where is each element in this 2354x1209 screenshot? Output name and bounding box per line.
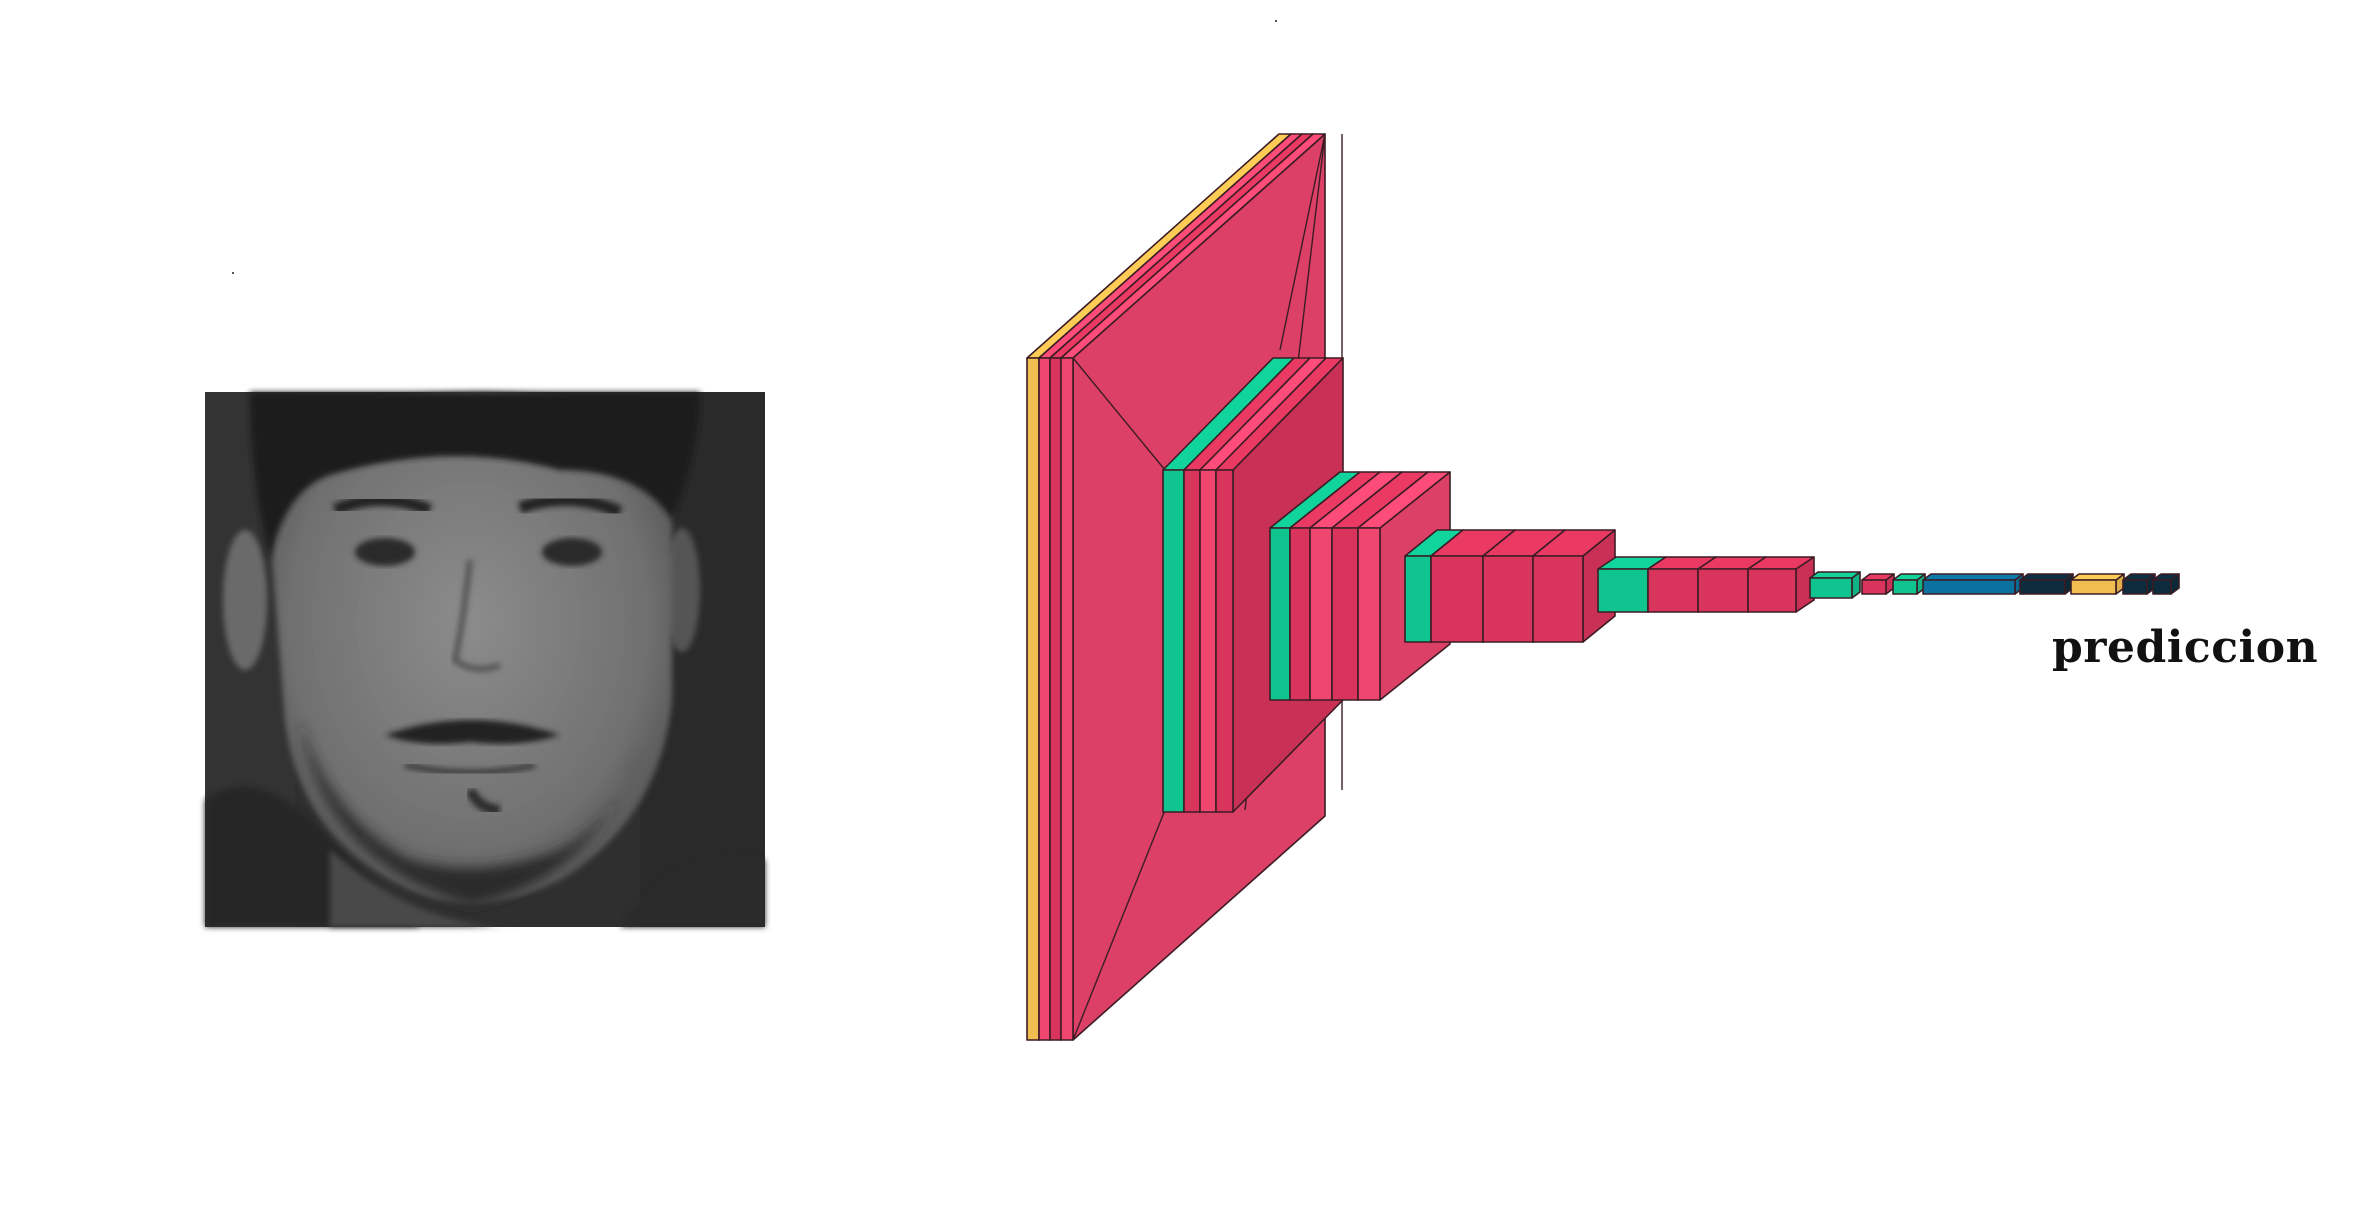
layer-conv-13: [1532, 529, 1616, 643]
layer-conv-16: [1747, 556, 1815, 613]
layer-dense-1: [1922, 573, 2024, 595]
layer-dense-2: [2019, 573, 2074, 595]
layer-output: [2152, 573, 2180, 595]
layer-bn-5: [1809, 571, 1861, 599]
network-layers: [1026, 133, 2180, 1041]
input-face-image: [205, 392, 765, 928]
layer-conv-17: [1861, 573, 1895, 595]
stray-dot-1: [232, 272, 234, 274]
stray-dot-2: [1275, 20, 1277, 22]
layer-bn-6: [1892, 573, 1926, 595]
layer-dense-3: [2122, 573, 2156, 595]
prediction-label: prediccion: [2052, 622, 2319, 673]
layer-dropout: [2070, 573, 2125, 595]
